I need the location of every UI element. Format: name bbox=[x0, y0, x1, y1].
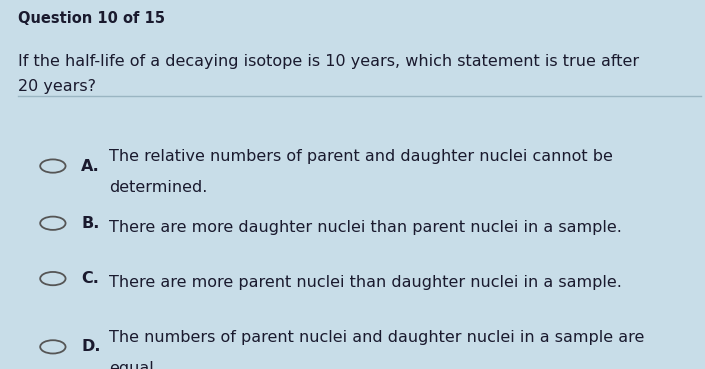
Text: Question 10 of 15: Question 10 of 15 bbox=[18, 11, 165, 26]
Text: equal.: equal. bbox=[109, 361, 159, 369]
Text: The relative numbers of parent and daughter nuclei cannot be: The relative numbers of parent and daugh… bbox=[109, 149, 613, 165]
Text: The numbers of parent nuclei and daughter nuclei in a sample are: The numbers of parent nuclei and daughte… bbox=[109, 330, 644, 345]
Text: There are more daughter nuclei than parent nuclei in a sample.: There are more daughter nuclei than pare… bbox=[109, 220, 622, 235]
Text: C.: C. bbox=[81, 271, 99, 286]
Circle shape bbox=[40, 217, 66, 230]
Text: There are more parent nuclei than daughter nuclei in a sample.: There are more parent nuclei than daught… bbox=[109, 275, 622, 290]
Text: If the half-life of a decaying isotope is 10 years, which statement is true afte: If the half-life of a decaying isotope i… bbox=[18, 54, 639, 69]
Text: 20 years?: 20 years? bbox=[18, 79, 96, 94]
Text: B.: B. bbox=[81, 216, 99, 231]
Circle shape bbox=[40, 159, 66, 173]
Circle shape bbox=[40, 272, 66, 285]
Text: A.: A. bbox=[81, 159, 100, 173]
Text: determined.: determined. bbox=[109, 180, 208, 195]
Circle shape bbox=[40, 340, 66, 354]
Text: D.: D. bbox=[81, 339, 101, 354]
